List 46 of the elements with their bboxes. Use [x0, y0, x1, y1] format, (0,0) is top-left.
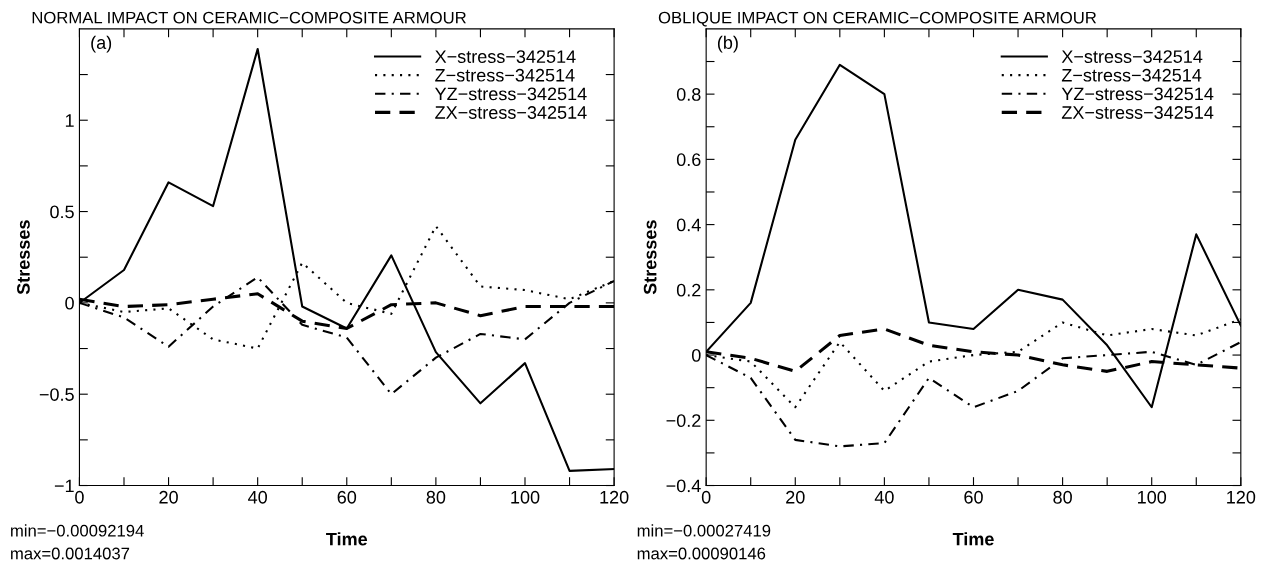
text: min=−0.00027419 — [637, 524, 771, 537]
x-tick-label: 20 — [159, 490, 178, 504]
annotation: (a) — [91, 35, 112, 53]
y-tick-label: 0.8 — [676, 88, 701, 101]
legend-label: Z−stress−342514 — [435, 68, 575, 82]
x-axis-title: Time — [326, 532, 368, 546]
x-tick-label: 0 — [75, 490, 84, 504]
legend-label: ZX−stress−342514 — [1061, 106, 1214, 119]
y-tick-label: 0.6 — [676, 153, 701, 167]
x-tick-label: 60 — [964, 490, 983, 504]
x-tick-label: 120 — [1227, 490, 1256, 504]
x-tick-label: 20 — [786, 490, 805, 504]
x-tick-label: 80 — [426, 490, 446, 504]
y-axis-title: Stresses — [17, 220, 30, 295]
legend-label: ZX−stress−342514 — [435, 106, 587, 119]
y-tick-label: −0.2 — [666, 414, 701, 428]
y-tick-label: 0 — [691, 348, 701, 362]
x-axis-title: Time — [952, 532, 994, 546]
y-tick-label: 0.2 — [676, 283, 701, 297]
legend-label: YZ−stress−342514 — [1061, 87, 1214, 101]
y-tick-label: 1 — [65, 114, 74, 127]
chart-title: NORMAL IMPACT ON CERAMIC−COMPOSITE ARMOUR — [32, 11, 466, 24]
y-tick-label: 0 — [65, 296, 74, 310]
x-tick-label: 100 — [1138, 490, 1167, 504]
x-tick-label: 120 — [600, 490, 629, 504]
legend-label: X−stress−342514 — [435, 50, 576, 63]
y-tick-label: 0.4 — [676, 218, 701, 232]
chart-title: OBLIQUE IMPACT ON CERAMIC−COMPOSITE ARMOUR — [658, 11, 1097, 27]
legend-label: Z−stress−342514 — [1061, 68, 1202, 82]
text: max=0.0014037 — [11, 547, 130, 560]
x-tick-label: 40 — [248, 490, 267, 504]
y-tick-label: −0.5 — [39, 388, 74, 401]
legend-label: YZ−stress−342514 — [435, 87, 587, 101]
x-tick-label: 100 — [511, 490, 540, 504]
x-tick-label: 60 — [337, 490, 357, 504]
text: min=−0.00092194 — [11, 524, 144, 537]
y-tick-label: −0.4 — [666, 479, 701, 493]
y-tick-label: 0.5 — [50, 205, 74, 219]
annotation: (b) — [717, 35, 738, 53]
text: max=0.00090146 — [637, 547, 766, 560]
x-tick-label: 0 — [701, 490, 711, 504]
x-tick-label: 80 — [1053, 490, 1072, 504]
y-axis-title: Stresses — [643, 220, 657, 295]
x-tick-label: 40 — [874, 490, 894, 504]
legend-label: X−stress−342514 — [1061, 50, 1203, 63]
y-tick-label: −1 — [54, 479, 74, 493]
